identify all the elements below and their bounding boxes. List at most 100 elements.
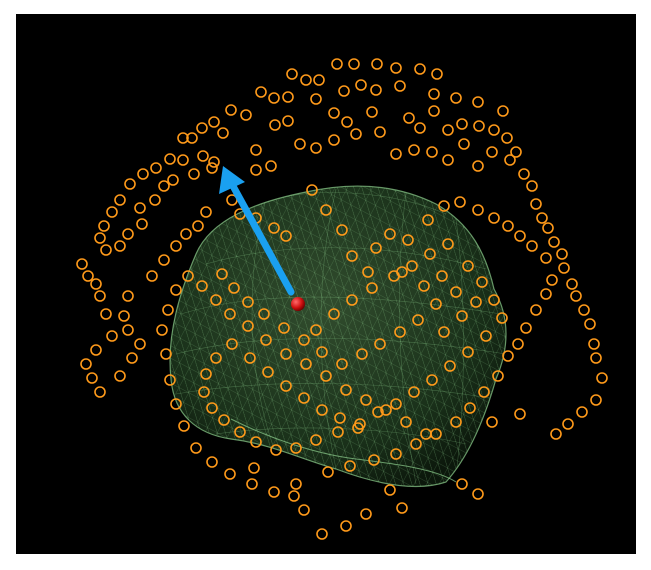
sensor-marker[interactable] [217, 127, 229, 139]
sensor-marker[interactable] [502, 350, 514, 362]
sensor-marker[interactable] [368, 454, 380, 466]
sensor-marker[interactable] [366, 282, 378, 294]
sensor-marker[interactable] [216, 268, 228, 280]
sensor-marker[interactable] [450, 416, 462, 428]
sensor-marker[interactable] [588, 338, 600, 350]
sensor-marker[interactable] [394, 80, 406, 92]
sensor-marker[interactable] [265, 160, 277, 172]
sensor-marker[interactable] [414, 122, 426, 134]
sensor-marker[interactable] [76, 258, 88, 270]
sensor-marker[interactable] [149, 194, 161, 206]
sensor-marker[interactable] [504, 154, 516, 166]
sensor-marker[interactable] [422, 214, 434, 226]
sensor-marker[interactable] [336, 358, 348, 370]
sensor-marker[interactable] [250, 164, 262, 176]
sensor-marker[interactable] [316, 528, 328, 540]
sensor-marker[interactable] [248, 462, 260, 474]
sensor-marker[interactable] [514, 408, 526, 420]
sensor-marker[interactable] [402, 234, 414, 246]
sensor-marker[interactable] [210, 352, 222, 364]
sensor-marker[interactable] [208, 156, 220, 168]
sensor-marker[interactable] [164, 153, 176, 165]
sensor-marker[interactable] [526, 240, 538, 252]
sensor-marker[interactable] [268, 222, 280, 234]
sensor-marker[interactable] [310, 93, 322, 105]
sensor-marker[interactable] [346, 250, 358, 262]
sensor-marker[interactable] [462, 260, 474, 272]
sensor-marker[interactable] [472, 160, 484, 172]
sensor-marker[interactable] [426, 374, 438, 386]
sensor-marker[interactable] [390, 62, 402, 74]
sensor-marker[interactable] [340, 520, 352, 532]
sensor-marker[interactable] [224, 468, 236, 480]
sensor-marker[interactable] [578, 304, 590, 316]
sensor-marker[interactable] [334, 412, 346, 424]
sensor-marker[interactable] [410, 438, 422, 450]
sensor-marker[interactable] [418, 280, 430, 292]
sensor-marker[interactable] [442, 124, 454, 136]
sensor-marker[interactable] [536, 212, 548, 224]
sensor-marker[interactable] [240, 109, 252, 121]
sensor-marker[interactable] [442, 154, 454, 166]
sensor-marker[interactable] [114, 194, 126, 206]
sensor-marker[interactable] [486, 146, 498, 158]
sensor-marker[interactable] [114, 370, 126, 382]
sensor-marker[interactable] [150, 162, 162, 174]
sensor-marker[interactable] [242, 320, 254, 332]
sensor-marker[interactable] [346, 294, 358, 306]
sensor-marker[interactable] [268, 486, 280, 498]
sensor-marker[interactable] [370, 242, 382, 254]
sensor-marker[interactable] [177, 154, 189, 166]
sensor-marker[interactable] [94, 386, 106, 398]
sensor-marker[interactable] [146, 270, 158, 282]
sensor-marker[interactable] [488, 212, 500, 224]
sensor-marker[interactable] [590, 394, 602, 406]
sensor-marker[interactable] [190, 442, 202, 454]
sensor-marker[interactable] [540, 252, 552, 264]
sensor-marker[interactable] [278, 322, 290, 334]
sensor-marker[interactable] [137, 168, 149, 180]
sensor-marker[interactable] [472, 96, 484, 108]
sensor-marker[interactable] [430, 298, 442, 310]
sensor-marker[interactable] [196, 122, 208, 134]
sensor-marker[interactable] [86, 372, 98, 384]
sensor-marker[interactable] [462, 346, 474, 358]
sensor-marker[interactable] [576, 406, 588, 418]
sensor-marker[interactable] [82, 270, 94, 282]
sensor-marker[interactable] [478, 386, 490, 398]
sensor-marker[interactable] [374, 338, 386, 350]
sensor-marker[interactable] [488, 124, 500, 136]
sensor-marker[interactable] [310, 142, 322, 154]
sensor-marker[interactable] [350, 128, 362, 140]
sensor-marker[interactable] [80, 358, 92, 370]
sensor-marker[interactable] [331, 58, 343, 70]
sensor-marker[interactable] [225, 104, 237, 116]
sensor-marker[interactable] [206, 456, 218, 468]
sensor-marker[interactable] [250, 436, 262, 448]
sensor-marker[interactable] [114, 240, 126, 252]
sensor-marker[interactable] [512, 338, 524, 350]
sensor-marker[interactable] [218, 414, 230, 426]
sensor-marker[interactable] [456, 118, 468, 130]
sensor-marker[interactable] [480, 330, 492, 342]
sensor-marker[interactable] [310, 324, 322, 336]
sensor-marker[interactable] [540, 288, 552, 300]
sensor-marker[interactable] [90, 344, 102, 356]
sensor-marker[interactable] [294, 138, 306, 150]
sensor-marker[interactable] [100, 308, 112, 320]
sensor-marker[interactable] [352, 422, 364, 434]
sensor-marker[interactable] [270, 444, 282, 456]
sensor-marker[interactable] [156, 324, 168, 336]
dipole-source[interactable] [291, 297, 305, 311]
sensor-marker[interactable] [134, 338, 146, 350]
sensor-marker[interactable] [328, 134, 340, 146]
sensor-marker[interactable] [198, 386, 210, 398]
sensor-marker[interactable] [362, 266, 374, 278]
sensor-marker[interactable] [501, 132, 513, 144]
3d-viewport[interactable] [16, 14, 636, 554]
sensor-marker[interactable] [348, 58, 360, 70]
sensor-marker[interactable] [371, 58, 383, 70]
sensor-marker[interactable] [94, 290, 106, 302]
sensor-marker[interactable] [470, 296, 482, 308]
sensor-marker[interactable] [396, 266, 408, 278]
